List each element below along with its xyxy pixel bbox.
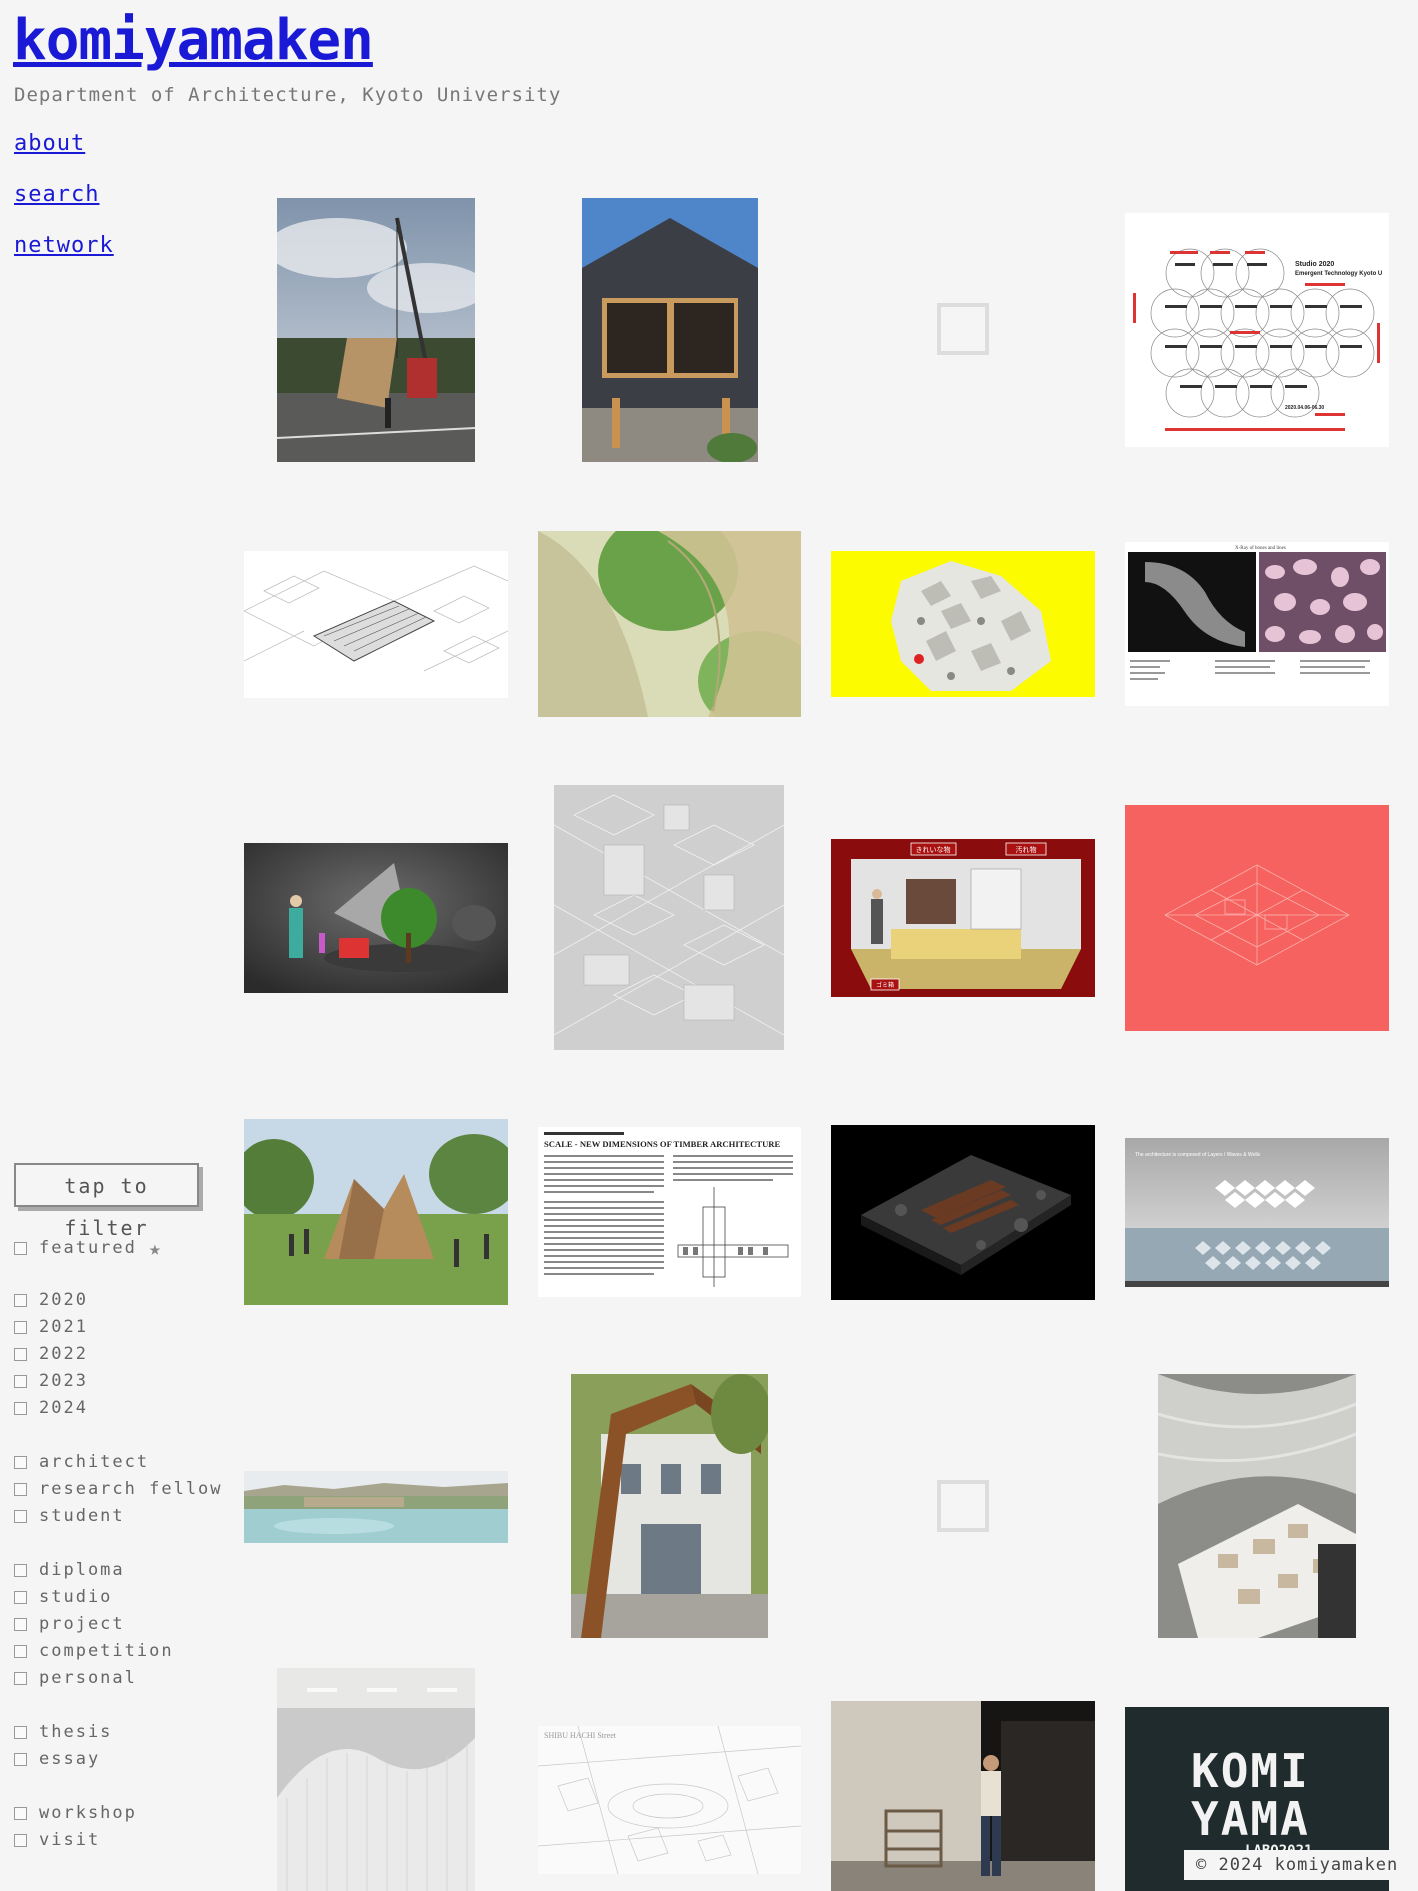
filter-writing-essay[interactable]: essay — [14, 1749, 100, 1769]
nav-link-search[interactable]: search — [14, 182, 100, 207]
filter-label: student — [39, 1506, 125, 1526]
filter-label: 2021 — [39, 1317, 88, 1337]
project-thumbnail-coastline-panorama[interactable] — [244, 1471, 508, 1543]
poster-subheading: Emergent Technology Kyoto U — [1295, 271, 1382, 277]
filter-featured[interactable]: featured ★ — [14, 1236, 163, 1260]
project-thumbnail-bone-structure-diagram[interactable]: X-Ray of bones and lines — [1125, 542, 1389, 706]
filter-label: essay — [39, 1749, 101, 1769]
filter-label: diploma — [39, 1560, 125, 1580]
filter-category-studio[interactable]: studio — [14, 1587, 112, 1607]
filter-year-2020[interactable]: 2020 — [14, 1290, 88, 1310]
checkbox-icon[interactable] — [14, 1644, 27, 1658]
filter-year-2021[interactable]: 2021 — [14, 1317, 88, 1337]
checkbox-icon[interactable] — [14, 1241, 27, 1255]
filter-category-diploma[interactable]: diploma — [14, 1560, 125, 1580]
project-thumbnail-wooden-frame[interactable] — [571, 1374, 768, 1638]
filter-activity-visit[interactable]: visit — [14, 1830, 100, 1850]
checkbox-icon[interactable] — [14, 1455, 27, 1469]
image-placeholder-icon[interactable] — [937, 303, 989, 355]
checkbox-icon[interactable] — [14, 1725, 27, 1739]
waves-diagram-caption: The architecture is composed of Layers /… — [1135, 1152, 1261, 1158]
checkbox-icon[interactable] — [14, 1293, 27, 1307]
filter-writing-thesis[interactable]: thesis — [14, 1722, 112, 1742]
sign-clean-items: きれいな物 — [916, 845, 951, 854]
nav-link-about[interactable]: about — [14, 131, 86, 156]
filter-year-2024[interactable]: 2024 — [14, 1398, 88, 1418]
checkbox-icon[interactable] — [14, 1563, 27, 1577]
checkbox-icon[interactable] — [14, 1590, 27, 1604]
logo-line-2: YAMA — [1191, 1792, 1310, 1846]
tap-to-filter-button[interactable]: tap to filter — [14, 1163, 199, 1240]
checkbox-icon[interactable] — [14, 1833, 27, 1847]
filter-label: 2024 — [39, 1398, 88, 1418]
nav-link-network[interactable]: network — [14, 233, 114, 258]
logo-line-1: KOMI — [1191, 1744, 1310, 1798]
filter-year-2022[interactable]: 2022 — [14, 1344, 88, 1364]
filter-role-research-fellow[interactable]: research fellow — [14, 1479, 223, 1499]
checkbox-icon[interactable] — [14, 1617, 27, 1631]
checkbox-icon[interactable] — [14, 1752, 27, 1766]
filter-label: workshop — [39, 1803, 137, 1823]
filter-label: research fellow — [39, 1479, 223, 1499]
project-thumbnail-dark-render[interactable] — [244, 843, 508, 993]
project-thumbnail-gray-furniture-axonometric[interactable] — [554, 785, 784, 1050]
project-thumbnail-layers-waves-diagram[interactable]: The architecture is composed of Layers /… — [1125, 1138, 1389, 1287]
filter-label: competition — [39, 1641, 174, 1661]
poster-date: 2020.04.06-06.30 — [1285, 405, 1324, 411]
project-thumbnail-fabric-canopy[interactable] — [538, 531, 801, 717]
bone-diagram-title: X-Ray of bones and lines — [1235, 546, 1286, 551]
filter-role-student[interactable]: student — [14, 1506, 125, 1526]
checkbox-icon[interactable] — [14, 1320, 27, 1334]
filter-category-project[interactable]: project — [14, 1614, 125, 1634]
copyright-notice: © 2024 komiyamaken — [1184, 1850, 1418, 1880]
filter-label: featured — [39, 1238, 137, 1258]
project-thumbnail-red-plan[interactable] — [1125, 805, 1389, 1031]
filter-label: 2020 — [39, 1290, 88, 1310]
filter-label: personal — [39, 1668, 137, 1688]
filter-label: studio — [39, 1587, 113, 1607]
checkbox-icon[interactable] — [14, 1806, 27, 1820]
sign-dirty-items: 汚れ物 — [1016, 845, 1037, 854]
project-thumbnail-yellow-model[interactable] — [831, 551, 1095, 697]
checkbox-icon[interactable] — [14, 1482, 27, 1496]
poster-heading: Studio 2020 — [1295, 261, 1334, 268]
project-thumbnail-laundry-room[interactable]: きれいな物 汚れ物 ゴミ箱 — [831, 839, 1095, 997]
project-thumbnail-timber-pavilion[interactable] — [244, 1119, 508, 1305]
checkbox-icon[interactable] — [14, 1401, 27, 1415]
project-thumbnail-exhibition-tent[interactable] — [1158, 1374, 1356, 1638]
filter-label: thesis — [39, 1722, 113, 1742]
checkbox-icon[interactable] — [14, 1374, 27, 1388]
site-subtitle: Department of Architecture, Kyoto Univer… — [14, 84, 562, 106]
project-thumbnail-dark-terrain-model[interactable] — [831, 1125, 1095, 1300]
project-thumbnail-timber-article[interactable]: SCALE - NEW DIMENSIONS OF TIMBER ARCHITE… — [538, 1127, 801, 1297]
filter-label: project — [39, 1614, 125, 1634]
filter-category-personal[interactable]: personal — [14, 1668, 137, 1688]
filter-label: architect — [39, 1452, 150, 1472]
filter-label: 2023 — [39, 1371, 88, 1391]
filter-category-competition[interactable]: competition — [14, 1641, 174, 1661]
star-icon: ★ — [148, 1236, 163, 1260]
checkbox-icon[interactable] — [14, 1671, 27, 1685]
filter-activity-workshop[interactable]: workshop — [14, 1803, 137, 1823]
filter-label: 2022 — [39, 1344, 88, 1364]
project-thumbnail-street-sketch[interactable]: SHIBU HACHI Street — [538, 1726, 801, 1874]
project-thumbnail-crane[interactable] — [277, 198, 475, 462]
project-thumbnail-white-field-installation[interactable] — [277, 1668, 475, 1891]
sign-trash: ゴミ箱 — [876, 981, 894, 989]
filter-role-architect[interactable]: architect — [14, 1452, 149, 1472]
checkbox-icon[interactable] — [14, 1347, 27, 1361]
project-thumbnail-studio-network-poster[interactable]: Studio 2020 Emergent Technology Kyoto U … — [1125, 213, 1389, 447]
checkbox-icon[interactable] — [14, 1509, 27, 1523]
image-placeholder-icon[interactable] — [937, 1480, 989, 1532]
project-thumbnail-house-facade[interactable] — [582, 198, 758, 462]
site-title-link[interactable]: komiyamaken — [13, 8, 374, 73]
project-thumbnail-site-axonometric[interactable] — [244, 551, 508, 698]
filter-label: visit — [39, 1830, 101, 1850]
filter-year-2023[interactable]: 2023 — [14, 1371, 88, 1391]
project-thumbnail-dark-room-visitor[interactable] — [831, 1701, 1095, 1891]
article-headline: SCALE - NEW DIMENSIONS OF TIMBER ARCHITE… — [544, 1139, 780, 1149]
